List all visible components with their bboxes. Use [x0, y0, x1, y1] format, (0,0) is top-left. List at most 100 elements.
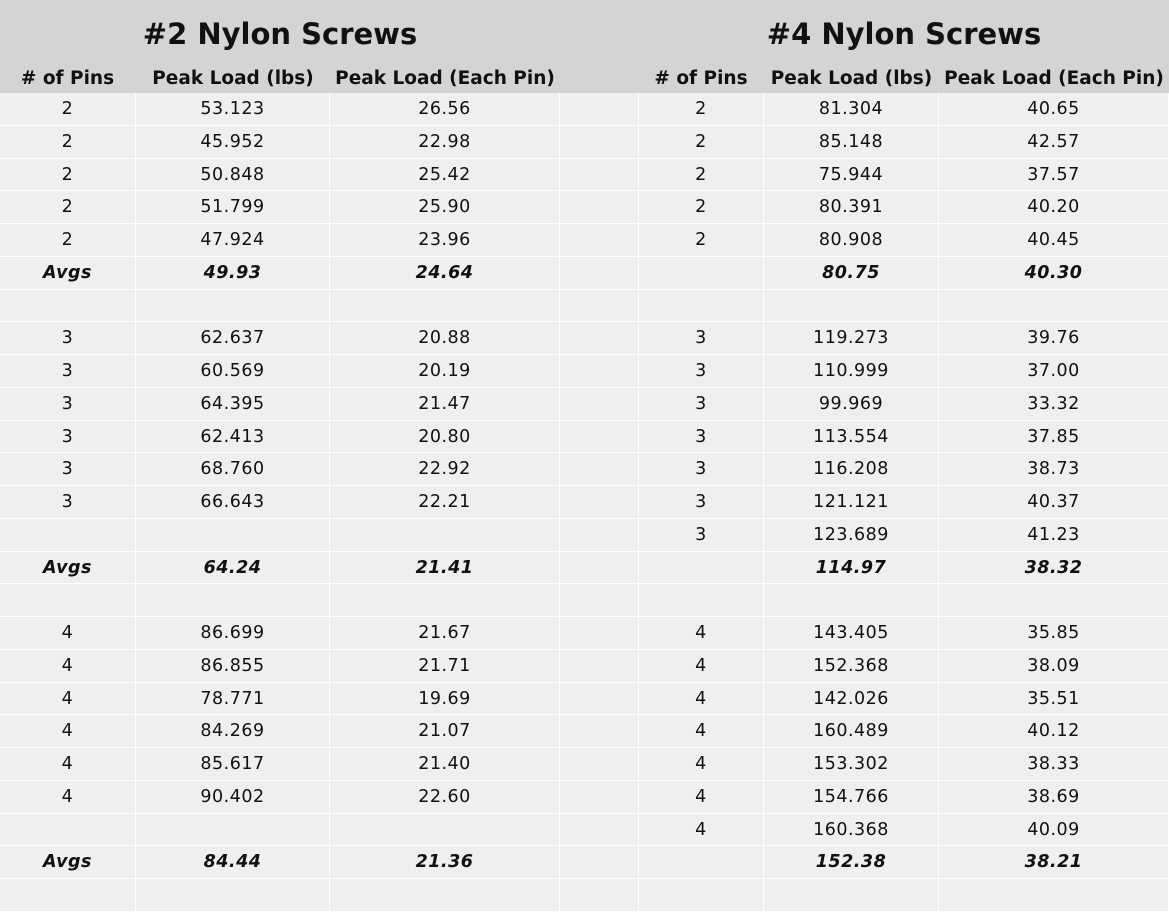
nylon-4-each-pin-cell[interactable]: 41.23: [939, 518, 1169, 552]
nylon-4-pins-cell[interactable]: 3: [639, 322, 764, 356]
nylon-4-each-pin-cell[interactable]: 40.45: [939, 224, 1169, 257]
nylon-2-pins-cell[interactable]: [0, 879, 136, 912]
nylon-2-pins-cell[interactable]: [0, 584, 136, 618]
nylon-4-peak-load-cell[interactable]: 142.026: [764, 682, 939, 716]
nylon-2-peak-load-cell[interactable]: 49.93: [136, 256, 330, 290]
nylon-2-peak-load-cell[interactable]: 60.569: [136, 355, 330, 388]
nylon-4-peak-load-cell[interactable]: 75.944: [764, 158, 939, 192]
nylon-4-peak-load-cell[interactable]: 85.148: [764, 125, 939, 159]
nylon-2-each-pin-cell[interactable]: 20.88: [330, 322, 560, 356]
nylon-4-each-pin-cell[interactable]: 38.33: [939, 748, 1169, 781]
nylon-4-pins-cell[interactable]: 3: [639, 420, 764, 454]
nylon-2-peak-load-cell[interactable]: 62.413: [136, 420, 330, 454]
nylon-2-pins-cell[interactable]: 2: [0, 224, 136, 257]
nylon-4-each-pin-cell[interactable]: 38.09: [939, 649, 1169, 683]
nylon-2-pins-cell[interactable]: 3: [0, 453, 136, 487]
nylon-4-peak-load-cell[interactable]: [764, 289, 939, 323]
nylon-2-pins-cell[interactable]: Avgs: [0, 551, 136, 585]
nylon-4-each-pin-cell[interactable]: 40.20: [939, 191, 1169, 225]
nylon-4-pins-cell[interactable]: [639, 879, 764, 912]
nylon-2-pins-cell[interactable]: 4: [0, 682, 136, 716]
nylon-2-peak-load-cell[interactable]: 64.395: [136, 387, 330, 421]
nylon-4-each-pin-cell[interactable]: [939, 584, 1169, 618]
nylon-2-pins-cell[interactable]: [0, 813, 136, 847]
nylon-2-each-pin-cell[interactable]: 25.90: [330, 191, 560, 225]
nylon-2-peak-load-cell[interactable]: 85.617: [136, 748, 330, 781]
nylon-4-pins-cell[interactable]: 2: [639, 93, 764, 126]
nylon-4-pins-cell[interactable]: 2: [639, 224, 764, 257]
nylon-2-each-pin-cell[interactable]: 22.60: [330, 780, 560, 814]
nylon-2-peak-load-cell[interactable]: 78.771: [136, 682, 330, 716]
nylon-2-each-pin-cell[interactable]: [330, 813, 560, 847]
nylon-4-pins-cell[interactable]: [639, 256, 764, 290]
spacer-cell[interactable]: [560, 289, 639, 323]
nylon-2-each-pin-cell[interactable]: [330, 518, 560, 552]
nylon-2-pins-cell[interactable]: 4: [0, 649, 136, 683]
nylon-4-each-pin-cell[interactable]: 40.30: [939, 256, 1169, 290]
nylon-4-each-pin-cell[interactable]: [939, 879, 1169, 912]
nylon-2-peak-load-cell[interactable]: 86.699: [136, 617, 330, 650]
spacer-cell[interactable]: [560, 879, 639, 912]
nylon-4-peak-load-cell[interactable]: 152.368: [764, 649, 939, 683]
nylon-4-each-pin-cell[interactable]: 33.32: [939, 387, 1169, 421]
nylon-4-pins-cell[interactable]: 4: [639, 682, 764, 716]
nylon-2-peak-load-cell[interactable]: [136, 813, 330, 847]
nylon-2-each-pin-cell[interactable]: [330, 584, 560, 618]
nylon-4-peak-load-cell[interactable]: 160.489: [764, 715, 939, 749]
nylon-2-each-pin-cell[interactable]: 22.21: [330, 486, 560, 519]
nylon-2-peak-load-cell[interactable]: 53.123: [136, 93, 330, 126]
nylon-2-each-pin-cell[interactable]: [330, 289, 560, 323]
nylon-2-each-pin-cell[interactable]: 20.19: [330, 355, 560, 388]
nylon-2-pins-cell[interactable]: Avgs: [0, 846, 136, 880]
nylon-4-each-pin-cell[interactable]: 42.57: [939, 125, 1169, 159]
nylon-2-pins-cell[interactable]: 2: [0, 191, 136, 225]
nylon-4-peak-load-cell[interactable]: 80.75: [764, 256, 939, 290]
spacer-cell[interactable]: [560, 846, 639, 880]
nylon-2-each-pin-cell[interactable]: 21.36: [330, 846, 560, 880]
nylon-2-pins-cell[interactable]: 3: [0, 420, 136, 454]
spacer-cell[interactable]: [560, 649, 639, 683]
nylon-2-pins-cell[interactable]: Avgs: [0, 256, 136, 290]
nylon-2-pins-cell[interactable]: 4: [0, 748, 136, 781]
nylon-4-pins-cell[interactable]: 3: [639, 355, 764, 388]
nylon-4-each-pin-cell[interactable]: 40.12: [939, 715, 1169, 749]
nylon-4-pins-cell[interactable]: [639, 846, 764, 880]
nylon-4-each-pin-cell[interactable]: 40.09: [939, 813, 1169, 847]
nylon-2-each-pin-cell[interactable]: 22.92: [330, 453, 560, 487]
nylon-2-peak-load-cell[interactable]: 90.402: [136, 780, 330, 814]
nylon-4-pins-cell[interactable]: 4: [639, 649, 764, 683]
spacer-cell[interactable]: [560, 715, 639, 749]
spacer-cell[interactable]: [560, 617, 639, 650]
nylon-4-pins-cell[interactable]: 3: [639, 518, 764, 552]
nylon-2-pins-cell[interactable]: 3: [0, 322, 136, 356]
spacer-cell[interactable]: [560, 453, 639, 487]
nylon-4-peak-load-cell[interactable]: 110.999: [764, 355, 939, 388]
nylon-4-peak-load-cell[interactable]: 114.97: [764, 551, 939, 585]
nylon-2-peak-load-cell[interactable]: 50.848: [136, 158, 330, 192]
nylon-4-each-pin-cell[interactable]: 38.32: [939, 551, 1169, 585]
nylon-4-peak-load-cell[interactable]: [764, 584, 939, 618]
spacer-cell[interactable]: [560, 191, 639, 225]
nylon-2-each-pin-cell[interactable]: 22.98: [330, 125, 560, 159]
spacer-cell[interactable]: [560, 93, 639, 126]
nylon-2-peak-load-cell[interactable]: 64.24: [136, 551, 330, 585]
nylon-2-peak-load-cell[interactable]: 84.44: [136, 846, 330, 880]
nylon-4-each-pin-cell[interactable]: 38.21: [939, 846, 1169, 880]
nylon-2-pins-cell[interactable]: 3: [0, 486, 136, 519]
nylon-4-peak-load-cell[interactable]: 119.273: [764, 322, 939, 356]
spacer-cell[interactable]: [560, 748, 639, 781]
spacer-cell[interactable]: [560, 551, 639, 585]
nylon-2-peak-load-cell[interactable]: 66.643: [136, 486, 330, 519]
nylon-2-pins-cell[interactable]: 3: [0, 387, 136, 421]
spacer-cell[interactable]: [560, 518, 639, 552]
nylon-4-peak-load-cell[interactable]: 116.208: [764, 453, 939, 487]
nylon-4-pins-cell[interactable]: 4: [639, 813, 764, 847]
nylon-4-pins-cell[interactable]: 3: [639, 453, 764, 487]
spacer-cell[interactable]: [560, 322, 639, 356]
nylon-2-each-pin-cell[interactable]: 23.96: [330, 224, 560, 257]
spacer-cell[interactable]: [560, 125, 639, 159]
spacer-cell[interactable]: [560, 780, 639, 814]
nylon-2-peak-load-cell[interactable]: 68.760: [136, 453, 330, 487]
nylon-2-each-pin-cell[interactable]: 21.71: [330, 649, 560, 683]
nylon-4-each-pin-cell[interactable]: 38.69: [939, 780, 1169, 814]
